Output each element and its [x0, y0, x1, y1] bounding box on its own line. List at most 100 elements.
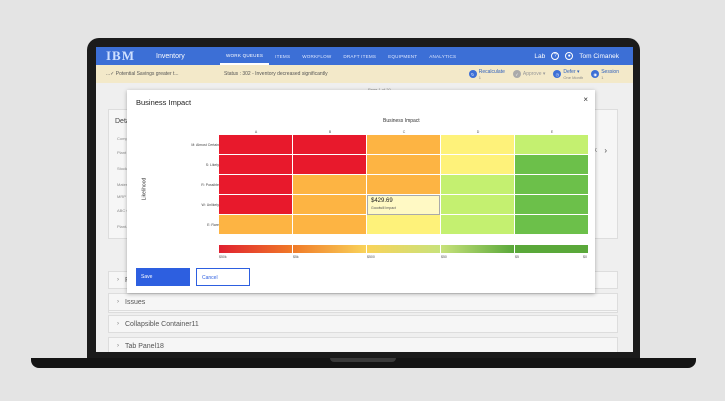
defer-sub: One Month: [563, 74, 584, 80]
nav-tab-equipment[interactable]: EQUIPMENT: [388, 53, 418, 59]
legend-label: $50: [441, 255, 447, 259]
y-axis-label: Likelihood: [141, 177, 148, 201]
header-right: Lab ? ● Tom Cimanek: [534, 52, 619, 60]
modal-title: Business Impact: [136, 98, 192, 107]
legend-swatch: [219, 245, 293, 253]
user-name[interactable]: Tom Cimanek: [579, 52, 619, 60]
detail-label: MRP Type: [117, 194, 136, 199]
top-navigation-bar: IBM Inventory WORK QUEUES ITEMS WORKFLOW…: [96, 47, 633, 65]
detail-label: Materi: [117, 182, 129, 187]
heatmap-cell[interactable]: [515, 175, 589, 195]
details-title: Detai: [115, 118, 132, 125]
nav-tab-work-queues[interactable]: WORK QUEUES: [220, 47, 270, 65]
cancel-button[interactable]: Cancel: [196, 268, 250, 286]
ibm-logo: IBM: [106, 48, 135, 63]
heatmap-cell[interactable]: [441, 155, 515, 175]
heatmap-cell[interactable]: [515, 155, 589, 175]
heatmap-cell[interactable]: [293, 135, 367, 155]
heatmap-cell[interactable]: [219, 135, 293, 155]
row-label: E: Rare: [207, 223, 219, 227]
heatmap-tooltip: $429.69 Goodwill Impact: [367, 195, 440, 215]
row-label: R: Possible: [201, 183, 219, 187]
heatmap-cell[interactable]: [367, 175, 441, 195]
legend-swatch: [367, 245, 441, 253]
chevron-right-icon: ›: [117, 299, 119, 305]
chevron-right-icon: ›: [117, 321, 119, 327]
heatmap-cell[interactable]: [293, 215, 367, 235]
page-indicator: Page 1 of 20: [368, 87, 391, 92]
column-label: E: [550, 130, 554, 134]
next-label: K: [593, 148, 597, 154]
heatmap-cell[interactable]: [293, 195, 367, 215]
chevron-right-icon: ›: [117, 343, 119, 349]
user-avatar-icon[interactable]: ●: [565, 52, 574, 60]
nav-tab-items[interactable]: ITEMS: [275, 53, 291, 59]
heatmap-cell[interactable]: [515, 135, 589, 155]
recalculate-count: 1: [478, 74, 481, 80]
collapsible-row[interactable]: › Collapsible Container11: [108, 315, 618, 333]
row-label: S: Likely: [205, 163, 219, 167]
row-label: M: Almost Certain: [191, 143, 219, 147]
nav-tab-workflow[interactable]: WORKFLOW: [302, 53, 332, 59]
nav-tab-analytics[interactable]: ANALYTICS: [429, 53, 457, 59]
detail-label: Compa: [117, 136, 130, 141]
alert-status: Status : 302 - Inventory decreased signi…: [224, 71, 328, 77]
alert-summary[interactable]: ...✓ Potential Savings greater t...: [106, 71, 179, 77]
collapsible-row[interactable]: › Issues: [108, 293, 618, 311]
save-button[interactable]: Save: [136, 268, 190, 286]
heatmap-cell[interactable]: [367, 155, 441, 175]
heatmap-cell[interactable]: [293, 175, 367, 195]
column-label: D: [476, 130, 480, 134]
session-icon: ◉: [591, 70, 600, 78]
detail-label: Plant: [117, 150, 127, 155]
heatmap-cell[interactable]: [441, 195, 515, 215]
help-icon[interactable]: ?: [551, 52, 560, 60]
chart-title: Business Impact: [383, 118, 420, 124]
defer-button[interactable]: ◷ Defer ▾ One Month: [553, 69, 583, 80]
heatmap-cell[interactable]: [367, 215, 441, 235]
color-legend: [219, 245, 589, 253]
approve-label: Approve ▾: [522, 71, 546, 77]
recalculate-button[interactable]: ↻ Recalculate 1: [468, 68, 505, 80]
detail-label: Plant-S: [117, 224, 131, 229]
legend-label: $5: [515, 255, 519, 259]
app-name-dropdown[interactable]: Inventory: [156, 52, 185, 60]
recalculate-icon: ↻: [468, 70, 477, 78]
nav-tab-draft-items[interactable]: DRAFT ITEMS: [343, 53, 377, 59]
heatmap-cell[interactable]: [515, 215, 589, 235]
recalculate-label: Recalculate: [478, 68, 505, 75]
heatmap-cell[interactable]: [219, 175, 293, 195]
close-icon[interactable]: ×: [583, 95, 588, 104]
collapsible-label: Issues: [125, 298, 146, 306]
heatmap-cell[interactable]: [515, 195, 589, 215]
heatmap-cell[interactable]: [441, 135, 515, 155]
business-impact-modal: Business Impact × Business Impact Likeli…: [127, 90, 595, 293]
heatmap-cell[interactable]: [219, 215, 293, 235]
approve-button[interactable]: ✓ Approve ▾: [512, 69, 546, 80]
session-button[interactable]: ◉ Session 1: [591, 69, 619, 80]
collapsible-label: Collapsible Container11: [125, 320, 199, 328]
heatmap-cell[interactable]: [293, 155, 367, 175]
column-label: A: [254, 130, 258, 134]
collapsible-row[interactable]: › Tab Panel18: [108, 337, 618, 352]
chevron-right-icon[interactable]: ›: [604, 146, 607, 155]
heatmap-cell[interactable]: [441, 175, 515, 195]
column-label: C: [402, 130, 406, 134]
heatmap-cell[interactable]: [219, 155, 293, 175]
alert-actions: ↻ Recalculate 1 ✓ Approve ▾ ◷ Defer ▾ One …: [468, 68, 619, 80]
heatmap-cell[interactable]: [367, 135, 441, 155]
legend-label: $500: [367, 255, 375, 259]
heatmap-cell[interactable]: [441, 215, 515, 235]
detail-label: Stock: [117, 166, 128, 171]
approve-icon: ✓: [512, 70, 521, 78]
session-count: 1: [601, 74, 604, 80]
heatmap-cell[interactable]: [219, 195, 293, 215]
column-label: B: [328, 130, 332, 134]
legend-label: $50k: [219, 255, 227, 259]
legend-swatch: [293, 245, 367, 253]
legend-swatch: [441, 245, 515, 253]
nav-tabs: WORK QUEUES ITEMS WORKFLOW DRAFT ITEMS E…: [220, 47, 462, 65]
site-label[interactable]: Lab: [534, 52, 546, 60]
alert-bar: ...✓ Potential Savings greater t... Stat…: [96, 65, 633, 83]
defer-icon: ◷: [553, 70, 562, 78]
